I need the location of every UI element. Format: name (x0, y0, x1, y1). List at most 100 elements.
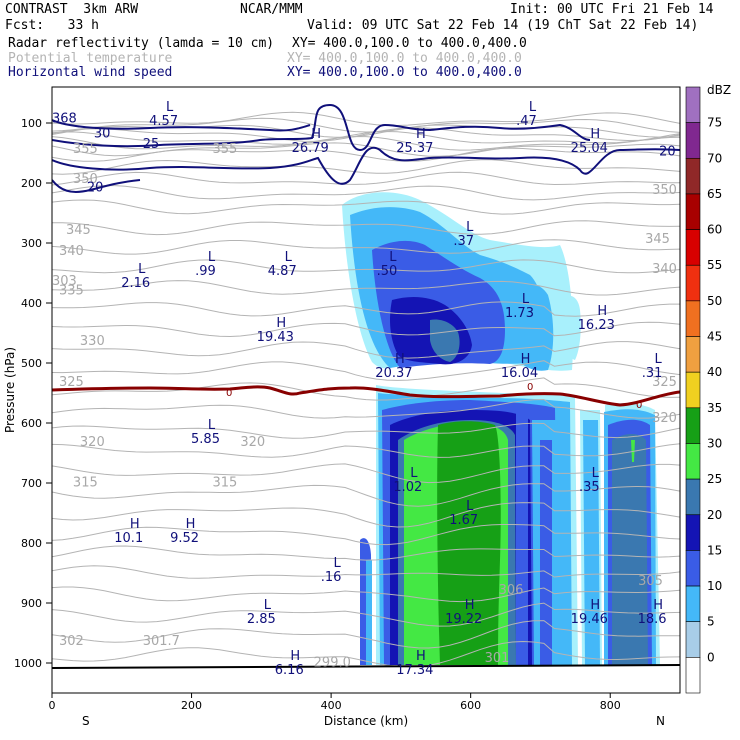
reflectivity-upper-cell-2 (513, 283, 554, 371)
wind-contour-label: 25 (143, 137, 160, 152)
colorbar-label: 20 (707, 508, 722, 522)
extremum-value: 25.04 (571, 141, 608, 156)
extremum-value: 4.57 (149, 114, 178, 129)
extremum-value: 26.79 (292, 141, 329, 156)
y-tick-label: 1000 (14, 657, 42, 670)
freezing-label-2: 0 (527, 382, 533, 393)
colorbar-label: 40 (707, 365, 722, 379)
extremum-value: .37 (453, 234, 474, 249)
wind-contour-20-lower (52, 179, 141, 193)
extremum-value: 1.73 (505, 306, 534, 321)
colorbar-swatch (685, 478, 701, 516)
org-name: NCAR/MMM (240, 2, 303, 17)
x-tick-label: 400 (321, 699, 342, 712)
theta-contour (52, 127, 680, 142)
extremum-marker: L (208, 250, 216, 265)
colorbar-swatch (685, 585, 701, 623)
theta-contour-label: 315 (73, 476, 98, 491)
theta-contour-label: 320 (652, 411, 677, 426)
extremum-marker: L (529, 100, 537, 115)
extremum-value: 10.1 (114, 531, 143, 546)
theta-contour-label: 350 (73, 172, 98, 187)
theta-contour-label: 355 (212, 142, 237, 157)
theta-contour (52, 502, 680, 528)
extremum-marker: H (276, 316, 286, 331)
extremum-marker: L (389, 250, 397, 265)
extremum-marker: L (333, 556, 341, 571)
extremum-marker: L (166, 100, 174, 115)
theta-contour (52, 239, 680, 255)
theta-contour (52, 483, 680, 507)
theta-contour (52, 147, 680, 162)
colorbar-label: 35 (707, 401, 722, 415)
extremum-value: 25.37 (396, 141, 433, 156)
theta-contour-label: 302 (59, 634, 84, 649)
theta-contour (52, 199, 680, 215)
y-tick-label: 400 (21, 297, 42, 310)
theta-contour (52, 259, 680, 274)
wind-contour-label: 368 (52, 111, 77, 126)
field-wind-xy: XY= 400.0,100.0 to 400.0,400.0 (287, 65, 522, 80)
extremum-value: .47 (516, 114, 537, 129)
field-reflectivity-xy: XY= 400.0,100.0 to 400.0,400.0 (292, 36, 527, 51)
reflectivity-right-column-1 (516, 408, 528, 665)
theta-contour (52, 185, 680, 201)
theta-contour (52, 136, 680, 151)
extremum-value: 19.43 (257, 330, 294, 345)
theta-contour (52, 620, 680, 649)
theta-contour-label: 320 (240, 435, 265, 450)
colorbar-label: 60 (707, 223, 722, 237)
x-end-left: S (82, 714, 90, 728)
field-wind: Horizontal wind speed (8, 65, 173, 80)
reflectivity-column-left-2 (366, 560, 372, 665)
x-end-right: N (656, 714, 665, 728)
theta-contour-label: 325 (652, 375, 677, 390)
ground-line (52, 664, 680, 669)
y-tick-label: 800 (21, 537, 42, 550)
colorbar-swatch (685, 229, 701, 266)
field-theta: Potential temperature (8, 51, 173, 66)
extremum-value: 18.6 (638, 612, 667, 627)
extremum-value: 4.87 (268, 264, 297, 279)
colorbar-label: 0 (707, 650, 715, 664)
colorbar-unit: dBZ (707, 83, 731, 97)
colorbar-swatch (685, 300, 701, 337)
extremum-value: 16.23 (578, 318, 615, 333)
colorbar-label: 15 (707, 543, 722, 557)
extremum-marker: L (466, 499, 474, 514)
x-tick-label: 0 (49, 699, 56, 712)
colorbar-swatch (685, 407, 701, 444)
theta-contour (52, 398, 680, 419)
reflectivity-35dbz-main (437, 421, 501, 665)
theta-contour-label: 299.0 (314, 656, 351, 671)
theta-contour (52, 301, 680, 317)
colorbar-swatch (685, 86, 701, 123)
theta-contour (52, 524, 680, 546)
extremum-marker: L (208, 418, 216, 433)
extremum-marker: H (416, 649, 426, 664)
wind-contour-25 (52, 103, 591, 152)
theta-contour (52, 341, 680, 359)
theta-contour (52, 360, 680, 381)
freezing-label-1: 0 (226, 388, 232, 399)
theta-contour (52, 159, 680, 175)
extremum-value: 17.34 (396, 663, 433, 678)
plot-frame (51, 86, 681, 694)
extremum-value: 16.04 (501, 366, 538, 381)
extremum-marker: H (521, 352, 531, 367)
colorbar-label: 75 (707, 116, 722, 130)
wind-contour-label: 20 (87, 180, 104, 195)
theta-contour-label: 340 (59, 244, 84, 259)
theta-contour-label: 330 (80, 334, 105, 349)
extremum-marker: H (311, 127, 321, 142)
field-theta-xy: XY= 400.0,100.0 to 400.0,400.0 (287, 51, 522, 66)
model-name: CONTRAST 3km ARW (5, 2, 139, 17)
theta-contour-label: 345 (645, 232, 670, 247)
theta-contour-label: 315 (212, 476, 237, 491)
extremum-value: 19.22 (445, 612, 482, 627)
colorbar-swatch (685, 514, 701, 551)
colorbar-swatch (685, 657, 701, 694)
extremum-value: .16 (321, 570, 342, 585)
freezing-label-3: 0 (636, 400, 642, 411)
